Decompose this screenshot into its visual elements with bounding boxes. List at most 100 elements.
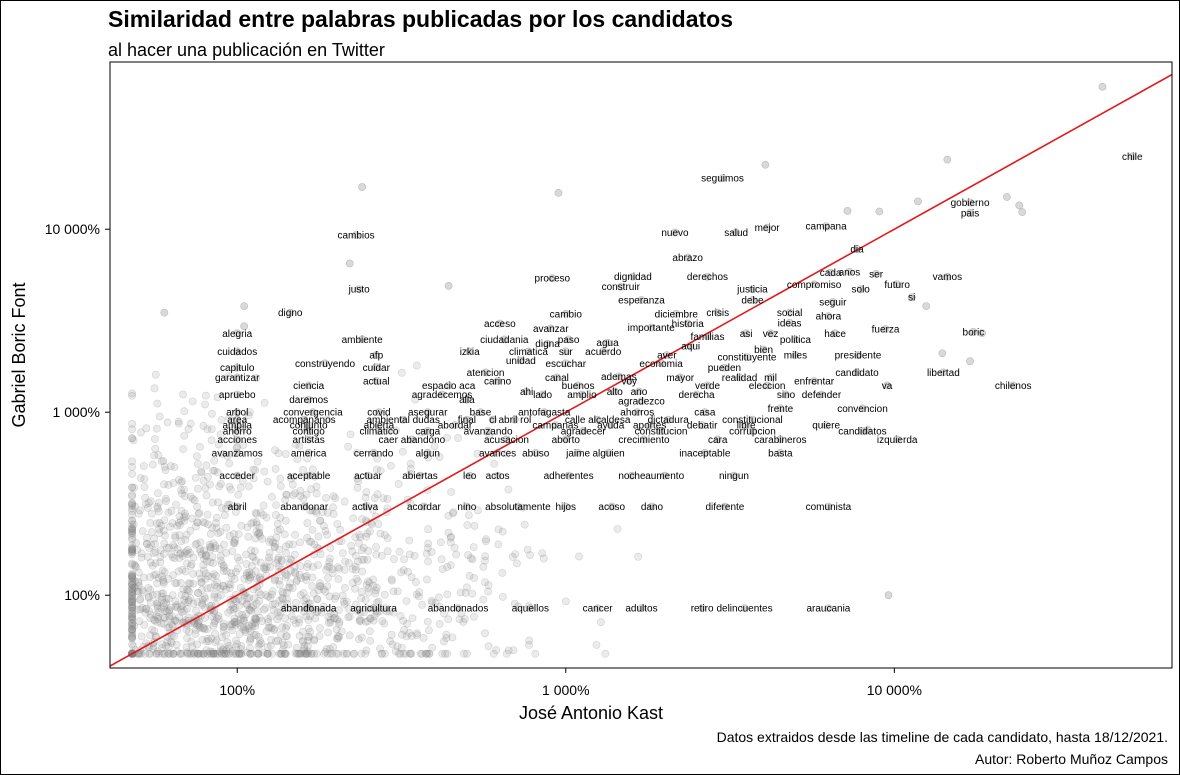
data-point [216, 430, 225, 439]
data-point [134, 577, 143, 586]
data-point [128, 574, 137, 583]
data-point [256, 573, 264, 581]
data-point [156, 558, 165, 567]
data-point [442, 634, 451, 642]
word-point [321, 359, 329, 368]
word-point [1128, 152, 1137, 161]
word-label: derechos [687, 272, 728, 283]
data-point [174, 519, 183, 527]
word-label: covid [367, 408, 390, 419]
data-point [304, 642, 312, 651]
data-point [184, 596, 193, 605]
word-label: abordar [438, 421, 473, 432]
word-point [647, 323, 656, 332]
word-label: cuidar [363, 363, 391, 374]
data-point [405, 550, 414, 559]
data-point [392, 426, 400, 435]
data-point [138, 603, 147, 612]
data-point [218, 645, 227, 654]
data-point [413, 629, 421, 638]
data-point [160, 462, 169, 471]
data-point [158, 640, 167, 649]
word-point [648, 502, 656, 511]
data-point [128, 544, 136, 553]
data-point [274, 636, 283, 645]
data-point [128, 614, 136, 623]
data-point [210, 456, 219, 465]
data-point [198, 585, 206, 594]
data-point [377, 551, 386, 560]
word-label: ideas [778, 318, 802, 329]
data-point [128, 561, 136, 569]
data-point [201, 519, 209, 527]
data-point [173, 603, 182, 612]
data-point [254, 649, 263, 658]
data-point [322, 645, 331, 653]
data-point [288, 480, 297, 489]
data-point [300, 641, 309, 650]
data-point [237, 642, 246, 650]
data-point [287, 556, 296, 565]
data-point [194, 510, 203, 518]
data-point [196, 545, 204, 554]
data-point [240, 616, 249, 625]
word-point [776, 404, 785, 413]
data-point [204, 520, 213, 529]
data-point [300, 644, 309, 653]
data-point [139, 462, 148, 471]
data-point [418, 600, 427, 609]
data-point [158, 596, 166, 604]
data-point [165, 605, 174, 614]
data-point [467, 554, 475, 563]
data-point [245, 573, 254, 582]
word-label: abierta [364, 421, 395, 432]
data-point [424, 453, 433, 462]
data-point [194, 619, 202, 627]
data-point [446, 533, 455, 542]
word-point [856, 285, 865, 294]
data-point [323, 582, 332, 591]
data-point [256, 636, 264, 645]
data-point [296, 486, 305, 495]
data-point [199, 561, 208, 570]
word-label: basta [768, 448, 793, 459]
word-point [748, 415, 757, 424]
data-point [247, 562, 256, 571]
data-point [163, 638, 172, 646]
data-point [209, 621, 218, 630]
data-point [229, 539, 238, 547]
data-point [440, 609, 448, 618]
data-point [200, 546, 208, 555]
data-point [181, 567, 190, 576]
word-point [514, 502, 522, 511]
data-point [416, 649, 425, 658]
data-point [326, 618, 335, 627]
data-point [151, 616, 159, 625]
data-point [133, 546, 142, 554]
data-point [423, 617, 432, 626]
data-point [383, 547, 392, 556]
data-point [168, 519, 177, 528]
data-point [237, 521, 246, 530]
data-point [248, 552, 257, 561]
word-label: boric [963, 327, 985, 338]
data-point [211, 629, 220, 638]
word-label: solo [852, 285, 871, 296]
data-point [143, 503, 152, 512]
word-point [438, 390, 446, 399]
data-point [171, 602, 180, 611]
data-point [309, 605, 318, 614]
data-point [283, 599, 292, 608]
data-point [372, 607, 381, 615]
data-point [219, 564, 228, 572]
data-point [213, 593, 222, 602]
word-label: diciembre [655, 309, 699, 320]
word-point [743, 353, 751, 362]
word-point [732, 228, 741, 237]
data-point [236, 615, 245, 624]
data-point [250, 594, 259, 603]
data-point [296, 649, 305, 658]
data-point [423, 649, 432, 658]
data-point [203, 557, 211, 566]
data-point [244, 624, 253, 633]
